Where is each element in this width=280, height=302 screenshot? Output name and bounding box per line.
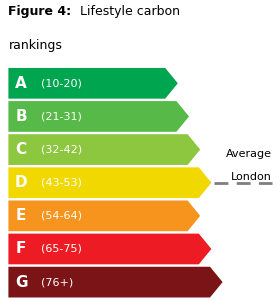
Polygon shape: [8, 101, 189, 132]
Text: G: G: [15, 275, 27, 290]
Text: (10-20): (10-20): [41, 78, 81, 88]
Text: rankings: rankings: [8, 39, 62, 52]
Text: Figure 4:: Figure 4:: [8, 5, 71, 18]
Text: F: F: [16, 242, 26, 256]
Polygon shape: [8, 201, 200, 231]
Text: Average: Average: [226, 149, 272, 159]
Text: A: A: [15, 76, 27, 91]
Polygon shape: [8, 134, 200, 165]
Text: (76+): (76+): [41, 277, 73, 287]
Text: D: D: [15, 175, 27, 190]
Polygon shape: [8, 234, 211, 264]
Polygon shape: [8, 167, 211, 198]
Text: Lifestyle carbon: Lifestyle carbon: [80, 5, 180, 18]
Polygon shape: [8, 68, 178, 99]
Text: (65-75): (65-75): [41, 244, 81, 254]
Polygon shape: [8, 267, 223, 297]
Text: (21-31): (21-31): [41, 111, 81, 121]
Text: C: C: [15, 142, 27, 157]
Text: (43-53): (43-53): [41, 178, 81, 188]
Text: London: London: [231, 172, 272, 182]
Text: (54-64): (54-64): [41, 211, 81, 221]
Text: E: E: [16, 208, 26, 223]
Text: (32-42): (32-42): [41, 145, 82, 155]
Text: B: B: [15, 109, 27, 124]
